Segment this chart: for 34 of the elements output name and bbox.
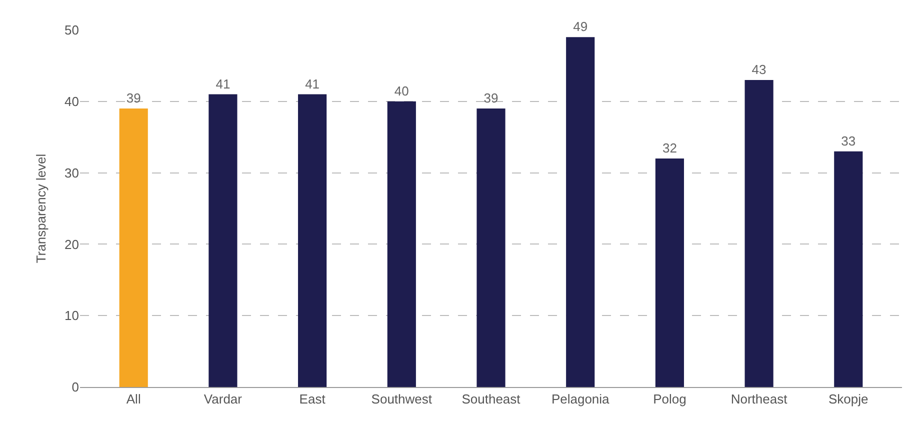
y-tick-label: 50 bbox=[64, 22, 79, 38]
data-label: 39 bbox=[126, 90, 141, 106]
x-tick-label: East bbox=[299, 392, 326, 407]
y-tick-label: 40 bbox=[64, 94, 79, 109]
bar bbox=[387, 101, 416, 387]
bar bbox=[566, 37, 595, 387]
y-tick-label: 10 bbox=[64, 308, 79, 324]
data-label: 32 bbox=[662, 140, 677, 156]
x-tick-label: Southwest bbox=[371, 392, 432, 407]
data-label: 49 bbox=[573, 19, 588, 34]
x-tick-label: Skopje bbox=[828, 392, 868, 407]
y-axis-title: Transparency level bbox=[33, 154, 48, 264]
bar bbox=[208, 94, 238, 387]
data-label: 40 bbox=[394, 83, 409, 98]
x-tick-label: Pelagonia bbox=[551, 392, 610, 407]
bar bbox=[834, 151, 863, 387]
data-label: 39 bbox=[484, 90, 498, 106]
data-label: 41 bbox=[305, 76, 320, 92]
bar bbox=[119, 108, 148, 387]
y-tick-label: 30 bbox=[64, 165, 79, 180]
x-tick-label: Southeast bbox=[462, 392, 521, 407]
y-tick-label: 0 bbox=[72, 380, 79, 395]
bar bbox=[744, 80, 774, 387]
data-label: 43 bbox=[752, 62, 766, 77]
data-label: 41 bbox=[216, 76, 230, 92]
y-tick-label: 20 bbox=[64, 236, 79, 252]
x-tick-label: Northeast bbox=[730, 392, 788, 407]
x-tick-label: Vardar bbox=[204, 392, 243, 407]
bar bbox=[476, 108, 506, 387]
x-tick-label: Polog bbox=[653, 392, 686, 407]
x-tick-label: All bbox=[126, 392, 141, 407]
bar bbox=[298, 94, 327, 387]
bar bbox=[655, 158, 684, 387]
data-label: 33 bbox=[841, 133, 856, 148]
